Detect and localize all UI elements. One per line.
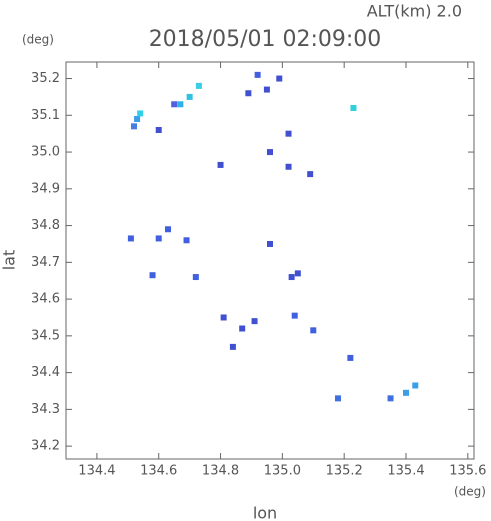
y-tick-label: 34.8 [31, 218, 60, 233]
echo-point [291, 312, 298, 319]
x-unit: (deg) [454, 485, 486, 499]
echo-point [155, 127, 162, 134]
y-tick-label: 34.6 [31, 292, 60, 307]
chart-title: 2018/05/01 02:09:00 [149, 27, 382, 52]
echo-point [245, 90, 252, 97]
echo-point [310, 327, 317, 334]
plot-frame [65, 61, 475, 460]
y-tick-label: 34.3 [31, 402, 60, 417]
echo-point [165, 226, 171, 233]
x-tick-label: 135.4 [387, 464, 424, 479]
echo-point [217, 161, 224, 168]
echo-point [177, 101, 184, 108]
echo-point [251, 318, 258, 325]
echo-point [239, 325, 246, 332]
y-axis-label: lat [0, 250, 19, 271]
y-tick-label: 35.0 [31, 145, 60, 160]
x-tick-label: 134.8 [202, 464, 239, 479]
echo-point [220, 314, 227, 321]
x-tick-label: 135.2 [326, 464, 363, 479]
echo-point [254, 71, 261, 78]
y-unit: (deg) [22, 33, 54, 47]
echo-point [137, 110, 144, 117]
echo-point [403, 389, 409, 396]
chart-subtitle: ALT(km) 2.0 [367, 2, 462, 21]
echo-point [131, 123, 137, 130]
echo-point [195, 82, 202, 89]
echo-point [307, 171, 314, 178]
echo-point [294, 270, 301, 277]
y-tick-label: 34.4 [31, 365, 60, 380]
y-tick-label: 35.2 [31, 71, 60, 86]
x-axis-label: lon [253, 504, 277, 521]
echo-point [412, 382, 419, 389]
echo-point [134, 115, 141, 122]
echo-point [285, 130, 292, 137]
x-tick-label: 135.0 [264, 464, 301, 479]
echo-point [192, 274, 199, 281]
echo-point [155, 235, 162, 242]
x-tick-label: 134.4 [78, 464, 115, 479]
echo-point [288, 274, 295, 281]
echo-point [267, 149, 273, 156]
echo-point [267, 240, 273, 247]
echo-point [335, 395, 341, 402]
echo-point [171, 101, 178, 108]
y-tick-label: 34.5 [31, 328, 60, 343]
echo-point [387, 395, 394, 402]
y-tick-label: 34.7 [31, 255, 60, 270]
echo-point [350, 104, 357, 111]
y-tick-label: 34.9 [31, 181, 60, 196]
echo-point [127, 235, 134, 242]
echo-point [347, 354, 354, 361]
y-tick-label: 34.2 [31, 439, 60, 454]
echo-point [229, 343, 236, 350]
x-tick-label: 135.6 [449, 464, 486, 479]
echo-point [149, 272, 156, 279]
echo-point [263, 86, 270, 93]
y-tick-label: 35.1 [31, 108, 60, 123]
echo-point [285, 163, 292, 170]
echo-point [186, 93, 193, 100]
x-tick-label: 134.6 [140, 464, 177, 479]
echo-point [276, 75, 283, 82]
echo-point [183, 237, 190, 244]
